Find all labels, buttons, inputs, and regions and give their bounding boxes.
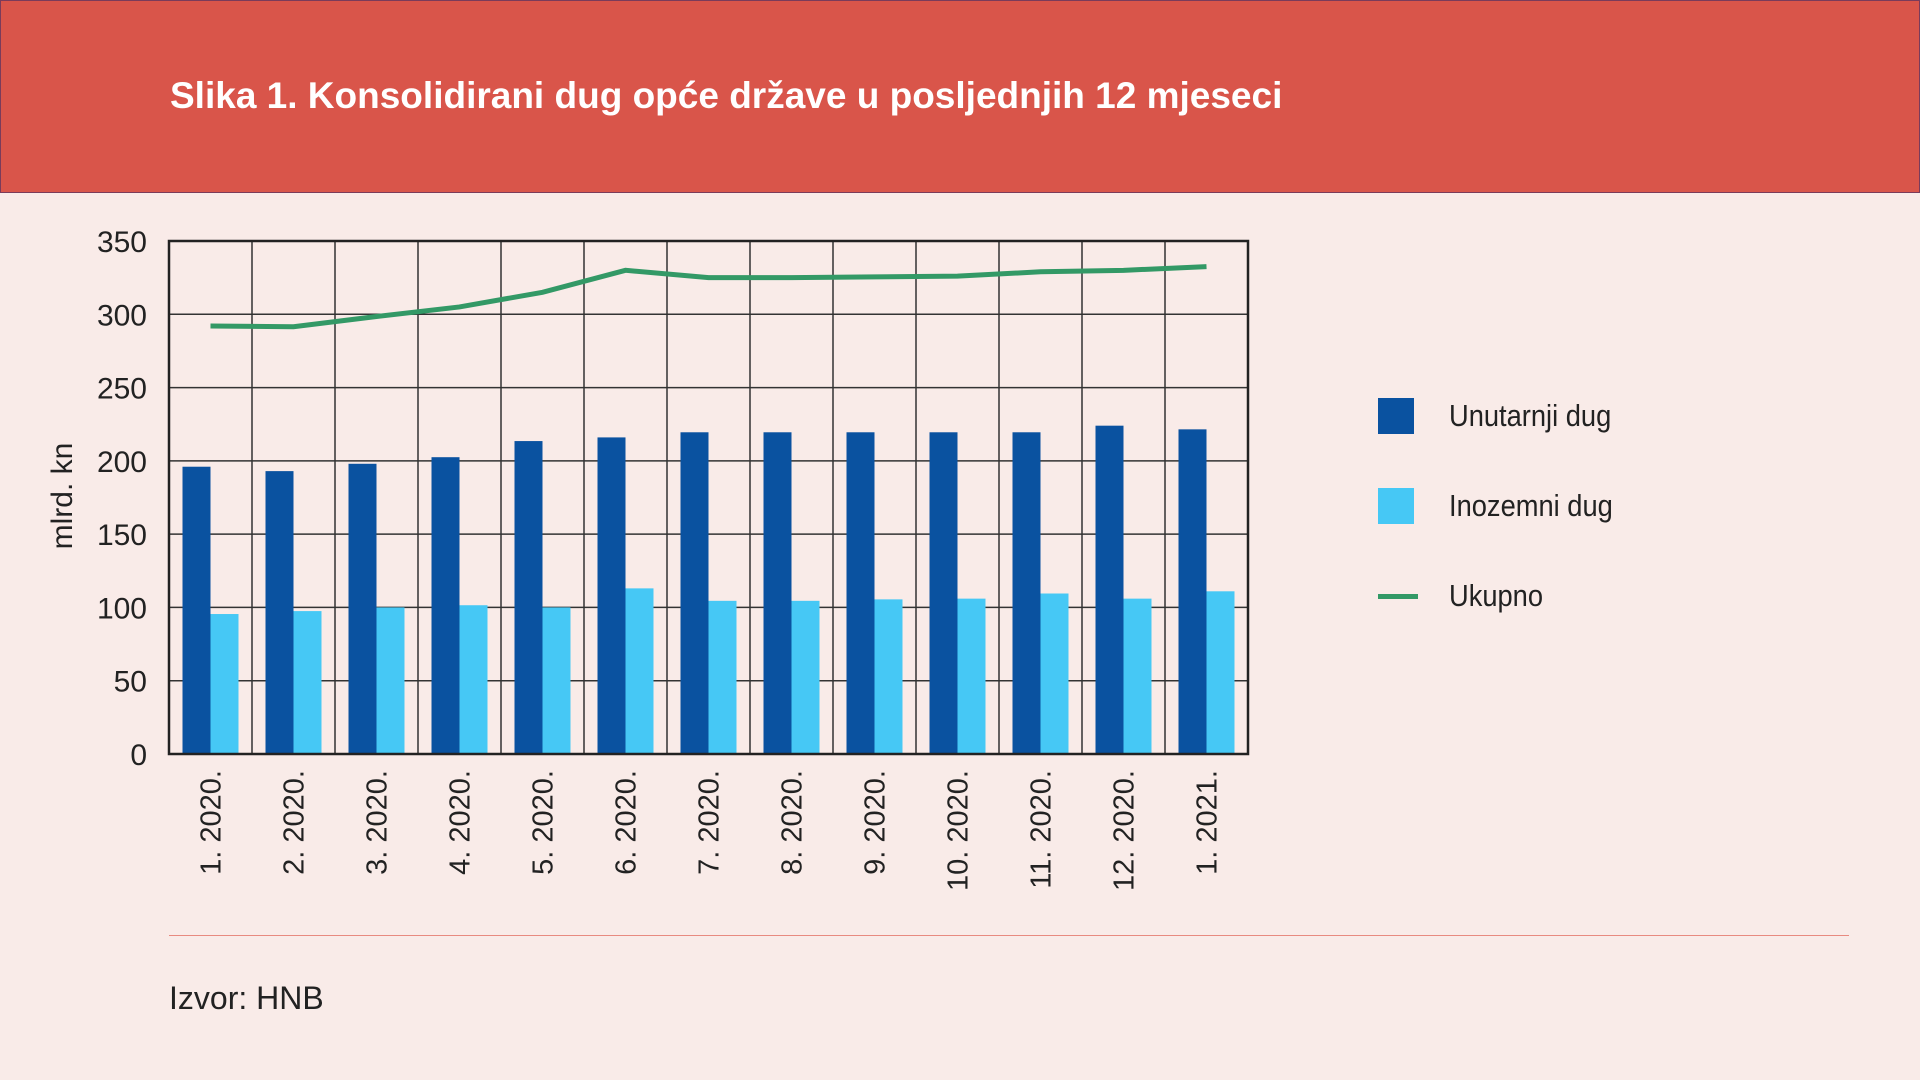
bar-domestic bbox=[763, 432, 792, 754]
bar-domestic bbox=[846, 432, 875, 754]
legend-item-foreign: Inozemni dug bbox=[1378, 488, 1613, 524]
legend-swatch-foreign bbox=[1378, 488, 1414, 524]
bar-foreign bbox=[791, 600, 820, 754]
bar-domestic bbox=[929, 432, 958, 754]
legend-line-total bbox=[1378, 593, 1418, 599]
bar-foreign bbox=[293, 611, 322, 754]
bar-domestic bbox=[1012, 432, 1041, 754]
bar-domestic bbox=[680, 432, 709, 754]
bar-foreign bbox=[459, 605, 488, 754]
line-total bbox=[210, 264, 1207, 330]
x-tick-label: 5. 2020. bbox=[528, 770, 560, 875]
y-tick-label: 150 bbox=[97, 519, 147, 552]
x-tick-label: 10. 2020. bbox=[943, 770, 975, 891]
x-tick-label: 6. 2020. bbox=[611, 770, 643, 875]
legend-swatch-domestic bbox=[1378, 398, 1414, 434]
y-tick-label: 300 bbox=[97, 299, 147, 332]
x-tick-label: 2. 2020. bbox=[279, 770, 311, 875]
x-tick-label: 12. 2020. bbox=[1109, 770, 1141, 891]
bar-domestic bbox=[182, 466, 211, 754]
legend-item-total: Ukupno bbox=[1378, 578, 1543, 614]
bar-foreign bbox=[210, 614, 239, 754]
bar-domestic bbox=[1095, 425, 1124, 754]
legend-label: Ukupno bbox=[1449, 578, 1544, 613]
x-tick-label: 9. 2020. bbox=[860, 770, 892, 875]
bar-foreign bbox=[625, 588, 654, 754]
bar-domestic bbox=[348, 463, 377, 754]
y-tick-label: 50 bbox=[114, 666, 147, 699]
x-tick-label: 8. 2020. bbox=[777, 770, 809, 875]
bar-foreign bbox=[376, 607, 405, 754]
bar-foreign bbox=[1123, 598, 1152, 754]
bar-foreign bbox=[1206, 591, 1235, 754]
bar-foreign bbox=[1040, 593, 1069, 754]
y-axis-label: mlrd. kn bbox=[46, 443, 79, 550]
legend-label: Unutarnji dug bbox=[1449, 398, 1612, 433]
bar-foreign bbox=[708, 600, 737, 754]
source-note: Izvor: HNB bbox=[169, 980, 324, 1016]
bar-domestic bbox=[431, 457, 460, 754]
x-tick-label: 1. 2020. bbox=[196, 770, 228, 875]
x-tick-label: 1. 2021. bbox=[1192, 770, 1224, 875]
y-tick-label: 250 bbox=[97, 373, 147, 406]
title-banner: Slika 1. Konsolidirani dug opće države u… bbox=[0, 0, 1920, 193]
chart-title: Slika 1. Konsolidirani dug opće države u… bbox=[170, 75, 1283, 116]
bar-domestic bbox=[514, 441, 543, 754]
bar-domestic bbox=[597, 437, 626, 754]
x-tick-label: 11. 2020. bbox=[1026, 770, 1058, 889]
y-tick-label: 350 bbox=[97, 226, 147, 259]
bar-foreign bbox=[542, 607, 571, 754]
x-tick-label: 4. 2020. bbox=[445, 770, 477, 875]
bar-domestic bbox=[1178, 429, 1207, 754]
y-tick-label: 100 bbox=[97, 592, 147, 625]
bar-foreign bbox=[957, 598, 986, 754]
divider bbox=[169, 935, 1849, 936]
legend-item-domestic: Unutarnji dug bbox=[1378, 398, 1611, 434]
plot-frame bbox=[167, 239, 1250, 756]
y-tick-label: 200 bbox=[97, 446, 147, 479]
bar-foreign bbox=[874, 599, 903, 754]
y-tick-label: 0 bbox=[130, 739, 147, 772]
legend-label: Inozemni dug bbox=[1449, 488, 1613, 523]
x-tick-label: 3. 2020. bbox=[362, 770, 394, 875]
x-tick-label: 7. 2020. bbox=[694, 770, 726, 875]
bar-domestic bbox=[265, 471, 294, 754]
